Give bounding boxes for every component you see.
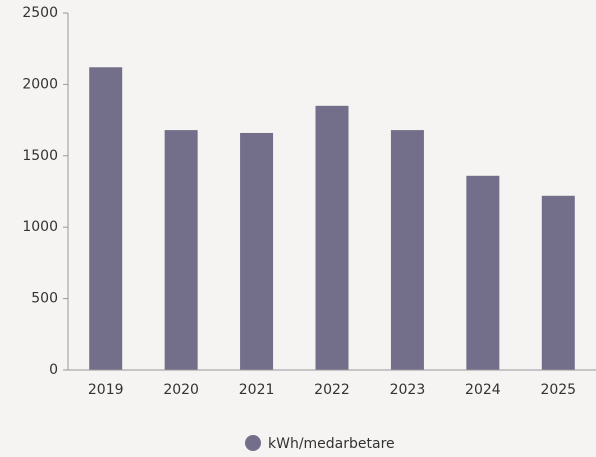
bar	[240, 132, 274, 370]
legend-label: kWh/medarbetare	[268, 436, 395, 452]
bar	[541, 195, 575, 370]
y-tick-label: 0	[49, 362, 58, 378]
y-tick-label: 1500	[22, 148, 58, 164]
y-tick-label: 500	[31, 291, 58, 307]
bar	[315, 105, 349, 370]
bar	[89, 67, 123, 370]
y-tick-label: 2500	[22, 5, 58, 21]
bar	[164, 130, 198, 370]
legend-marker	[245, 435, 261, 451]
x-tick-label: 2020	[163, 382, 199, 398]
y-tick-label: 1000	[22, 219, 58, 235]
x-tick-label: 2022	[314, 382, 350, 398]
y-tick-label: 2000	[22, 76, 58, 92]
bar	[466, 175, 500, 370]
bar	[390, 130, 424, 370]
x-tick-label: 2023	[390, 382, 426, 398]
x-tick-label: 2024	[465, 382, 501, 398]
x-tick-label: 2019	[88, 382, 124, 398]
x-tick-label: 2021	[239, 382, 275, 398]
x-tick-label: 2025	[540, 382, 576, 398]
